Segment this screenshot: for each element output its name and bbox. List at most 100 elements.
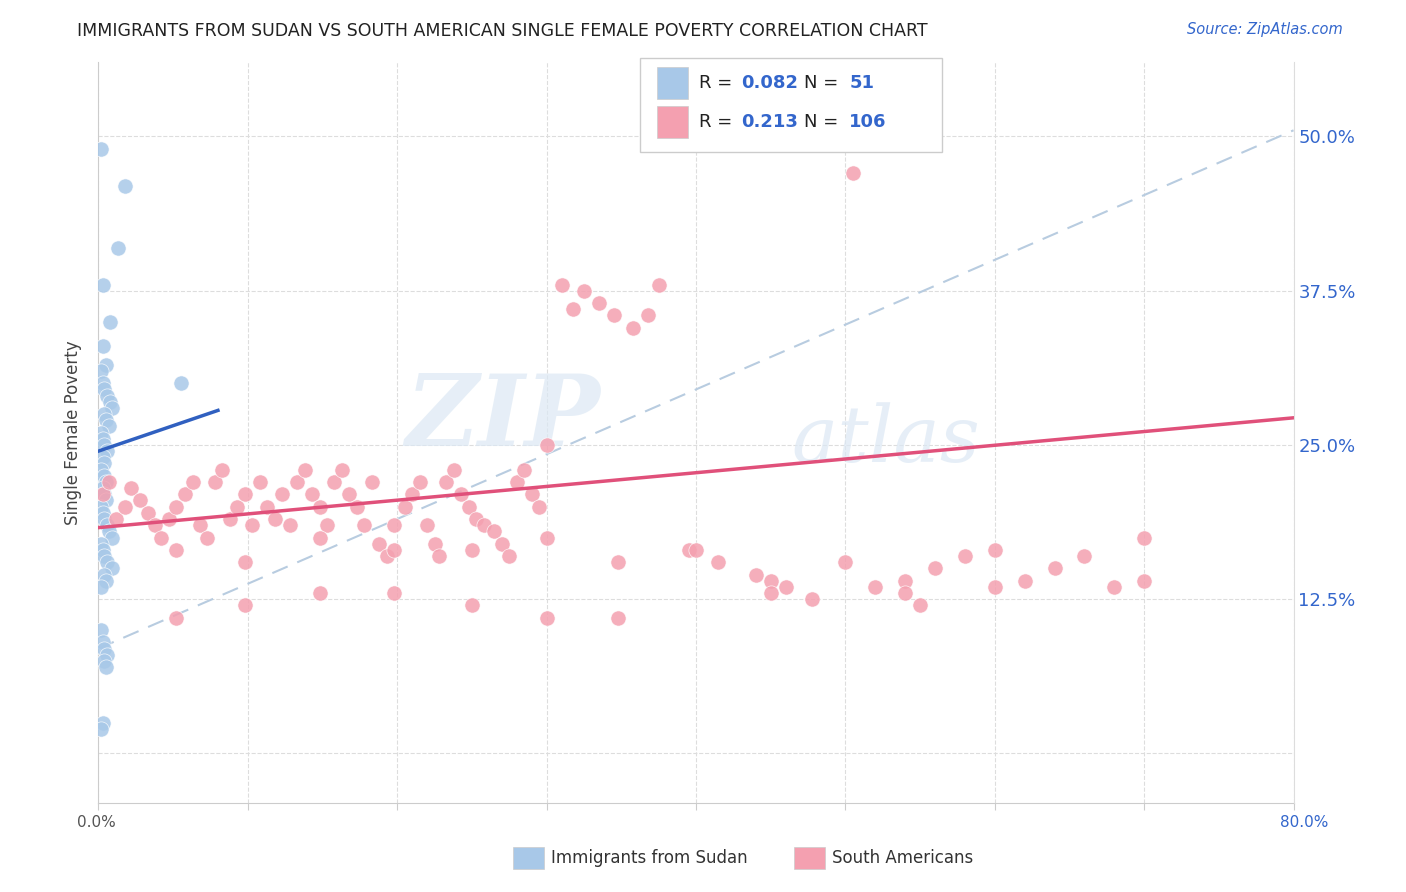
Point [924,561,946,575]
Point [240,518,263,533]
Point [707,555,730,569]
Point [443,462,465,476]
Point [90,536,112,550]
Point [506,475,529,489]
Text: R =: R = [699,113,738,131]
Point [91,506,114,520]
Point [98,315,122,329]
Point [842,166,865,180]
Point [256,500,278,514]
Point [1104,580,1126,594]
Point [536,611,558,625]
Point [316,518,339,533]
Point [491,536,513,550]
Point [1043,561,1066,575]
Text: 106: 106 [849,113,887,131]
Point [894,574,917,588]
Point [90,462,112,476]
Point [953,549,976,563]
Point [90,425,112,440]
Point [93,457,115,471]
Point [382,518,405,533]
Point [678,542,700,557]
Point [97,475,120,489]
Point [1133,574,1156,588]
Point [353,518,375,533]
Point [458,500,481,514]
Point [136,506,159,520]
Point [94,413,117,427]
Point [93,567,115,582]
Point [368,536,391,550]
Point [157,512,180,526]
Text: 51: 51 [849,74,875,92]
Point [1014,574,1036,588]
Text: R =: R = [699,74,738,92]
Point [685,542,707,557]
Point [308,586,330,600]
Point [90,722,112,736]
Point [423,536,446,550]
Point [105,512,128,526]
Point [745,567,768,582]
Point [211,462,233,476]
Point [520,487,543,501]
Point [93,438,115,452]
Point [572,284,595,298]
Point [775,580,797,594]
Point [90,623,112,637]
Point [165,542,187,557]
Point [233,599,256,613]
Point [308,500,330,514]
Text: N =: N = [804,113,844,131]
Point [513,462,536,476]
Point [484,524,506,539]
Point [536,438,558,452]
Point [233,555,256,569]
Point [93,654,115,668]
Point [301,487,323,501]
Point [416,518,439,533]
Point [562,302,585,317]
Point [90,580,112,594]
Point [607,555,630,569]
Point [101,561,124,575]
Point [94,660,117,674]
Point [114,500,136,514]
Point [1133,531,1156,545]
Text: IMMIGRANTS FROM SUDAN VS SOUTH AMERICAN SINGLE FEMALE POVERTY CORRELATION CHART: IMMIGRANTS FROM SUDAN VS SOUTH AMERICAN … [77,22,928,40]
Text: N =: N = [804,74,844,92]
Point [308,531,330,545]
Point [637,309,659,323]
Point [91,635,114,649]
Point [375,549,398,563]
Point [91,481,114,495]
Point [226,500,249,514]
Text: Immigrants from Sudan: Immigrants from Sudan [551,849,748,867]
Point [90,500,112,514]
Point [98,394,122,409]
Point [120,481,142,495]
Point [461,542,484,557]
Point [94,574,117,588]
Point [588,296,610,310]
Point [93,549,115,563]
Point [165,500,187,514]
Point [94,493,117,508]
Point [96,518,118,533]
Point [188,518,211,533]
Point [143,518,166,533]
Point [527,500,550,514]
Point [450,487,472,501]
Point [894,586,917,600]
Point [96,648,118,662]
Point [249,475,271,489]
Text: atlas: atlas [792,402,980,478]
Point [382,542,405,557]
Point [91,277,114,292]
Point [472,518,495,533]
Point [621,320,644,334]
Point [96,444,118,458]
Point [834,555,856,569]
Text: ZIP: ZIP [405,369,600,466]
